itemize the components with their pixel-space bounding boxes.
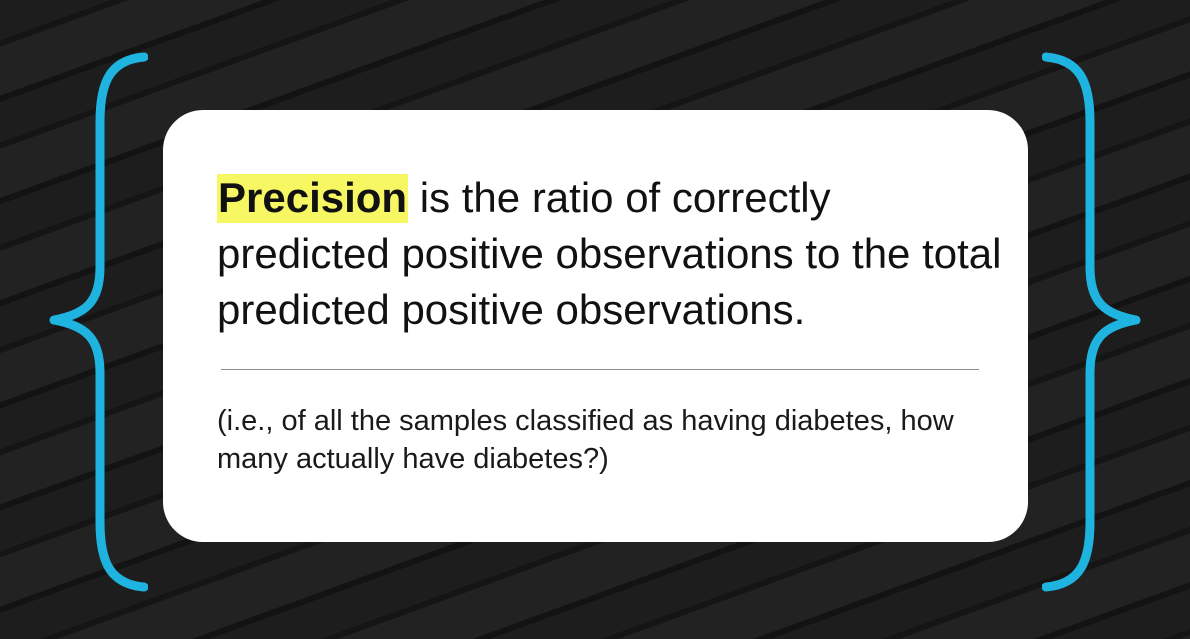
definition-body: is the ratio of correctly predicted posi…: [217, 174, 1002, 333]
highlighted-term: Precision: [217, 174, 409, 223]
left-curly-brace: [49, 52, 148, 592]
divider: [221, 369, 979, 370]
definition-text: Precision is the ratio of correctly pred…: [217, 170, 1007, 338]
example-text: (i.e., of all the samples classified as …: [217, 405, 954, 475]
right-curly-brace: [1042, 52, 1141, 592]
definition-card: Precision is the ratio of correctly pred…: [163, 110, 1028, 542]
